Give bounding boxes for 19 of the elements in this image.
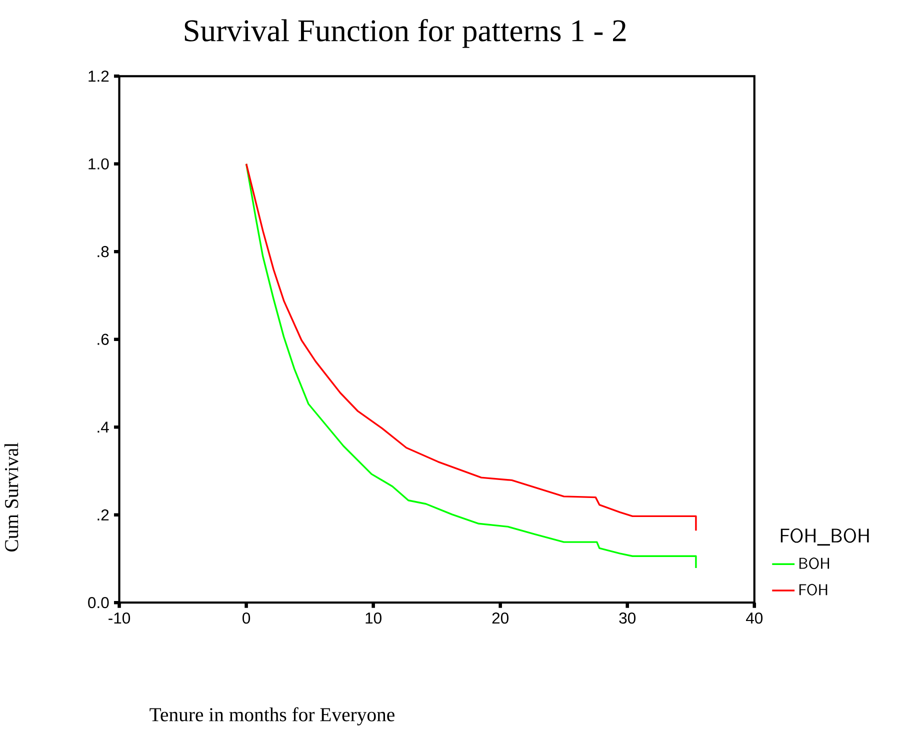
y-tick-label: 0.0 bbox=[88, 597, 109, 608]
x-tick-label: 20 bbox=[492, 612, 508, 624]
y-tick-label: .2 bbox=[98, 509, 109, 520]
y-tick-label: 1.0 bbox=[88, 158, 109, 170]
x-tick-label: 10 bbox=[366, 612, 382, 624]
y-tick-label: .8 bbox=[98, 246, 109, 258]
y-tick-label: .6 bbox=[98, 334, 109, 346]
chart-title: Survival Function for patterns 1 - 2 bbox=[184, 19, 626, 48]
legend-label: FOH bbox=[799, 584, 828, 596]
legend-title: FOH_BOH bbox=[780, 528, 869, 546]
x-tick-label: -10 bbox=[108, 612, 130, 624]
y-tick-label: .4 bbox=[98, 422, 109, 433]
y-axis-title: Cum Survival bbox=[4, 442, 18, 552]
x-axis-title: Tenure in months for Everyone bbox=[150, 707, 394, 726]
x-tick-label: 40 bbox=[746, 612, 763, 624]
legend-label: BOH bbox=[799, 558, 830, 570]
x-tick-label: 30 bbox=[619, 612, 636, 624]
y-tick-label: 1.2 bbox=[88, 70, 109, 82]
x-tick-label: 0 bbox=[242, 612, 250, 624]
